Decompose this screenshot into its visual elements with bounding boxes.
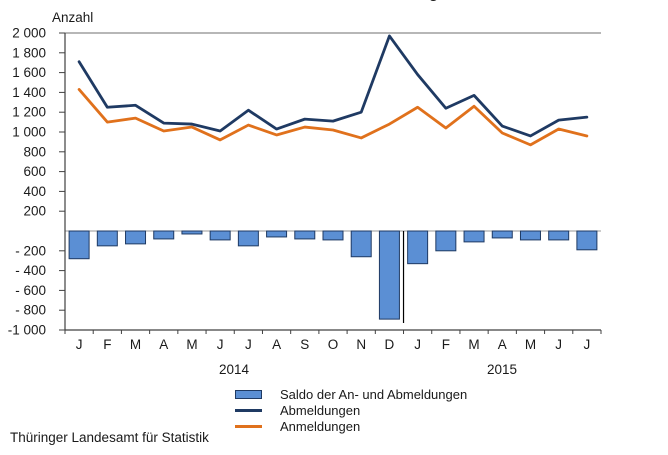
y-tick-label: - 800 — [15, 303, 46, 318]
x-tick-label: A — [498, 337, 507, 352]
legend-item-abmeldungen: Abmeldungen — [235, 403, 467, 418]
saldo-bar-swatch-icon — [235, 390, 262, 399]
y-tick-label: 1 400 — [12, 85, 46, 100]
legend-label-saldo: Saldo der An- und Abmeldungen — [280, 387, 468, 402]
legend-item-anmeldungen: Anmeldungen — [235, 419, 467, 434]
x-tick-label: D — [385, 337, 395, 352]
saldo-bar — [153, 230, 175, 240]
saldo-bar — [435, 230, 457, 252]
x-tick-label: J — [414, 337, 421, 352]
cropped-title-fragment: g — [429, 0, 445, 4]
legend: Saldo der An- und Abmeldungen Abmeldunge… — [235, 387, 468, 434]
x-tick-label: M — [186, 337, 197, 352]
x-tick-label: J — [245, 337, 252, 352]
saldo-bar — [96, 230, 118, 247]
y-tick-label: 400 — [23, 184, 46, 199]
saldo-bar — [463, 230, 485, 243]
x-tick-label: J — [555, 337, 562, 352]
y-tick-label: 800 — [23, 144, 46, 159]
saldo-bar — [68, 230, 90, 260]
saldo-bar — [548, 230, 570, 241]
saldo-bar — [350, 230, 372, 258]
saldo-bar — [209, 230, 231, 241]
x-axis-year-2014: 2014 — [218, 362, 250, 377]
saldo-bar — [294, 230, 316, 240]
saldo-bar — [266, 230, 288, 238]
saldo-bar — [491, 230, 513, 239]
anmeldungen-line — [77, 88, 589, 147]
x-tick-label: M — [130, 337, 141, 352]
y-tick-label: 1 600 — [12, 65, 46, 80]
y-tick-label: 1 200 — [12, 105, 46, 120]
y-tick-label: 1 000 — [12, 125, 46, 140]
legend-label-abmeldungen: Abmeldungen — [280, 403, 361, 418]
saldo-bar — [125, 230, 147, 245]
saldo-bar — [322, 230, 344, 241]
x-tick-label: N — [356, 337, 366, 352]
anmeldungen-line-swatch-icon — [235, 425, 262, 428]
x-tick-label: O — [328, 337, 339, 352]
abmeldungen-line-swatch-icon — [235, 409, 262, 412]
saldo-bar — [181, 230, 203, 235]
chart-canvas: 2 000 1 800 1 600 1 400 1 200 1 000 800 600 400 2… — [8, 26, 602, 352]
y-tick-label: -1 000 — [8, 323, 46, 338]
x-tick-label: A — [159, 337, 168, 352]
cropped-title-text: g — [429, 0, 445, 2]
legend-label-anmeldungen: Anmeldungen — [280, 419, 361, 434]
x-tick-label: M — [468, 337, 479, 352]
y-tick-label: 2 000 — [12, 26, 46, 41]
x-tick-label: F — [442, 337, 450, 352]
source-attribution: Thüringer Landesamt für Statistik — [10, 430, 209, 445]
saldo-bar — [407, 230, 429, 265]
y-tick-label: - 600 — [15, 283, 46, 298]
saldo-bar — [237, 230, 259, 247]
y-axis-title: Anzahl — [52, 10, 94, 25]
saldo-bar — [576, 230, 598, 251]
x-tick-label: A — [272, 337, 281, 352]
x-axis-year-2015: 2015 — [486, 362, 518, 377]
y-tick-label: - 400 — [15, 263, 46, 278]
x-tick-label: J — [76, 337, 83, 352]
y-tick-label: - 200 — [15, 243, 46, 258]
saldo-bar — [519, 230, 541, 241]
x-tick-label: M — [525, 337, 536, 352]
x-tick-label: J — [584, 337, 591, 352]
saldo-bar — [378, 230, 400, 320]
abmeldungen-line — [77, 34, 589, 138]
x-tick-label: S — [300, 337, 309, 352]
x-tick-label: J — [217, 337, 224, 352]
y-tick-label: 600 — [23, 164, 46, 179]
y-tick-label: 200 — [23, 204, 46, 219]
x-tick-label: F — [103, 337, 111, 352]
y-tick-label: 1 800 — [12, 45, 46, 60]
legend-item-saldo: Saldo der An- und Abmeldungen — [235, 387, 468, 402]
